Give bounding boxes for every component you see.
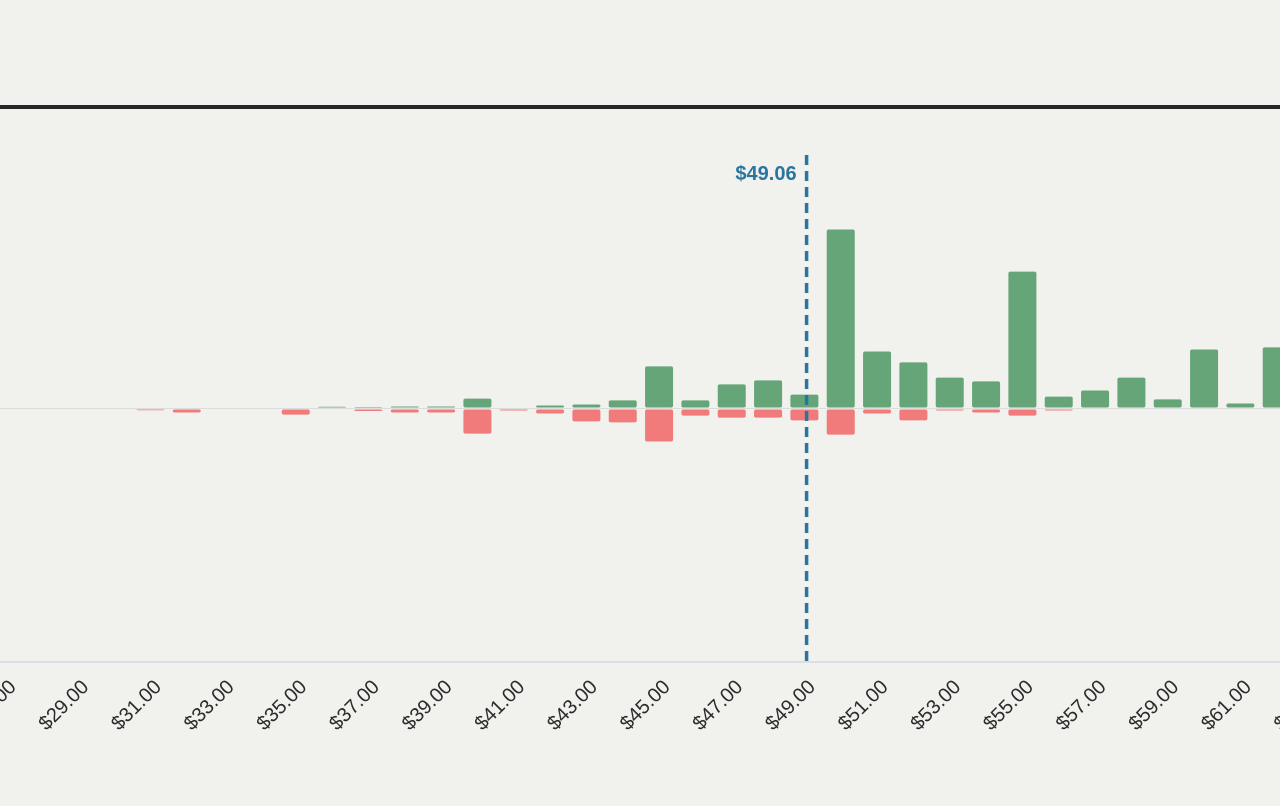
x-tick-label: $53.00 [906,676,965,735]
call-bar [1117,377,1146,408]
x-tick-label: $29.00 [34,676,93,735]
x-tick-label: $27.00 [0,676,21,735]
call-bar [427,406,456,408]
put-bar [935,409,964,411]
x-tick-label: $55.00 [979,676,1038,735]
x-tick-label: $33.00 [180,676,239,735]
put-bar [499,409,528,411]
x-tick-label: $39.00 [398,676,457,735]
call-bar [681,400,710,408]
x-tick-label: $51.00 [834,676,893,735]
call-bar [572,404,601,408]
x-tick-label: $63.00 [1270,676,1280,735]
price-label: $49.06 [735,163,796,185]
put-bar [754,409,783,418]
call-bar [463,398,492,408]
put-bar [427,409,456,413]
call-bar [608,400,637,408]
put-bar [645,409,674,442]
call-bar [1044,396,1073,408]
call-bar [1153,399,1182,408]
x-tick-label: $49.00 [761,676,820,735]
x-tick-label: $61.00 [1197,676,1256,735]
put-bar [354,409,383,412]
put-bar [826,409,855,435]
put-bar [972,409,1001,413]
put-bar [1044,409,1073,411]
put-bar [1008,409,1037,416]
x-tick-label: $41.00 [470,676,529,735]
call-bar [354,406,383,408]
call-bar [1226,403,1255,408]
put-bar [463,409,492,434]
put-bar [790,409,819,421]
call-bar [935,377,964,408]
call-bar [972,381,1001,408]
x-tick-label: $37.00 [325,676,384,735]
put-bar [281,409,310,415]
call-bar [754,380,783,408]
call-bar [390,406,419,408]
x-tick-label: $35.00 [252,676,311,735]
x-tick-label: $45.00 [616,676,675,735]
call-bar [1262,347,1280,408]
call-bar [536,405,565,408]
x-tick-label: $43.00 [543,676,602,735]
put-bar [172,409,201,413]
top-rule [0,105,1280,109]
x-tick-label: $59.00 [1124,676,1183,735]
call-bar [826,229,855,408]
call-bar [717,384,746,408]
put-bar [536,409,565,414]
call-bar [1008,271,1037,408]
put-bar [863,409,892,414]
call-bar [645,366,674,408]
call-bar [790,394,819,408]
put-bar [608,409,637,423]
call-bar [318,406,347,408]
x-tick-label: $47.00 [688,676,747,735]
put-bar [136,409,165,411]
put-bar [681,409,710,416]
call-bar [1190,349,1219,408]
x-tick-label: $57.00 [1052,676,1111,735]
put-bar [899,409,928,421]
x-tick-label: $31.00 [107,676,166,735]
call-bar [1081,390,1110,408]
put-bar [717,409,746,418]
call-bar [863,351,892,408]
put-bar [572,409,601,422]
put-bar [390,409,419,413]
call-bar [899,362,928,408]
